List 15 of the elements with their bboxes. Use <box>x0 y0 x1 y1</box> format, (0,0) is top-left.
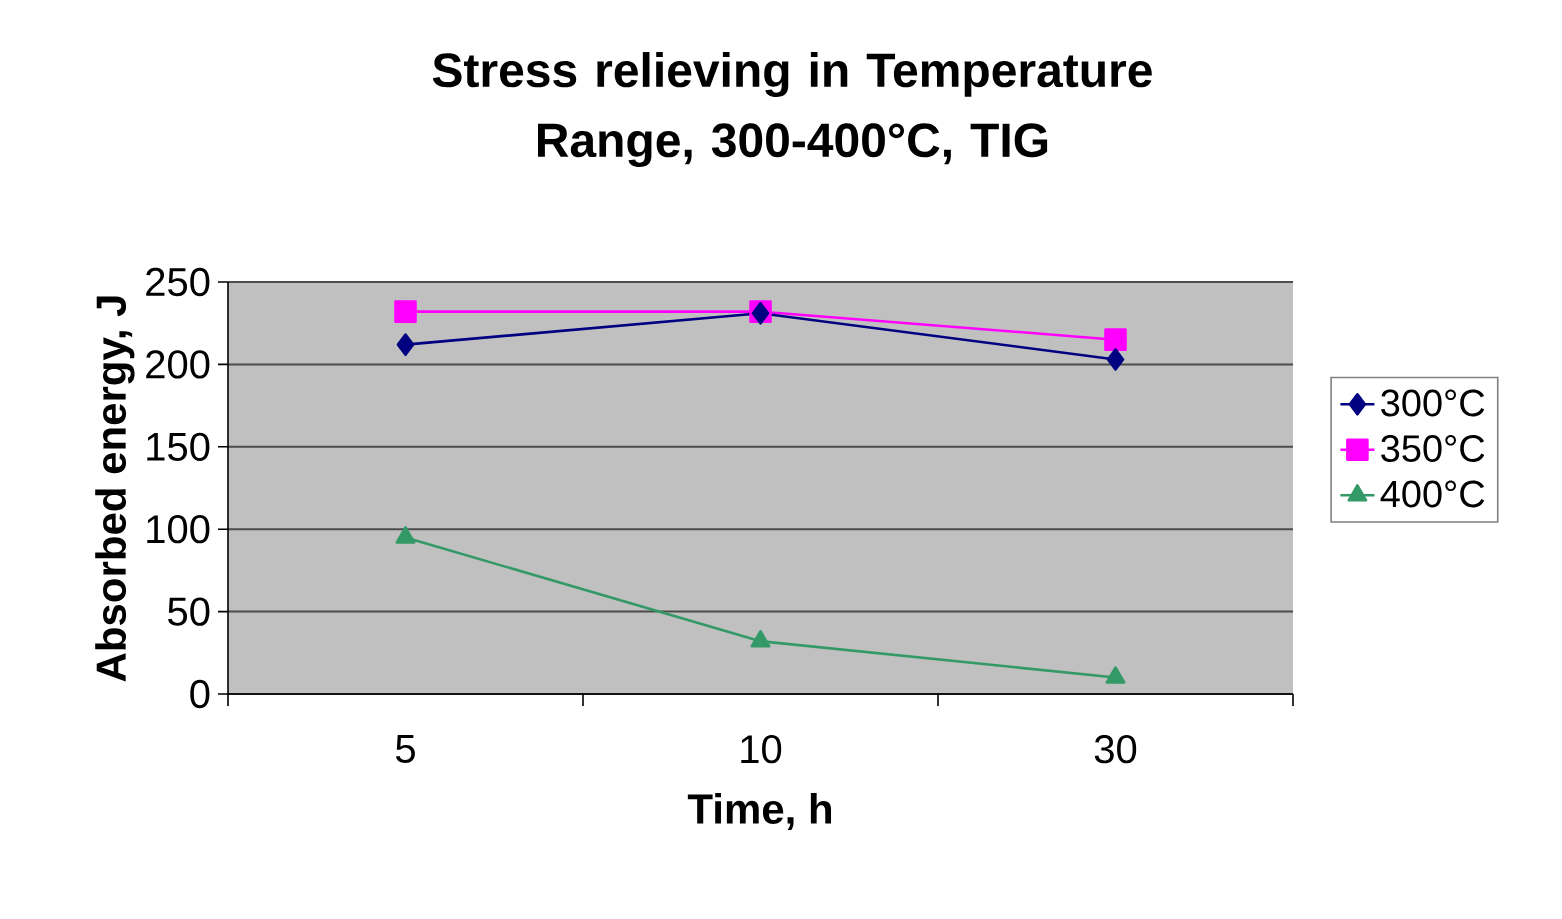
chart-title: Stress relieving in Temperature Range, 300-400°C, TIG <box>432 52 1152 168</box>
y-tick-label: 150 <box>147 432 210 461</box>
x-tick-label: 10 <box>741 735 782 764</box>
x-tick-label: 5 <box>395 735 415 763</box>
y-axis-title: Absorbed energy, J <box>95 296 135 682</box>
y-tick-label: 200 <box>146 350 210 379</box>
y-tick-label: 0 <box>190 679 210 709</box>
y-tick-label: 100 <box>147 515 210 544</box>
legend-label: 350°C <box>1381 435 1485 462</box>
legend-label: 300°C <box>1381 389 1485 417</box>
x-axis-title: Time, h <box>687 793 832 830</box>
x-tick-label: 30 <box>1094 735 1137 764</box>
y-tick-label: 50 <box>168 597 210 626</box>
legend-label: 400°C <box>1380 480 1485 508</box>
y-tick-label: 250 <box>146 267 210 297</box>
